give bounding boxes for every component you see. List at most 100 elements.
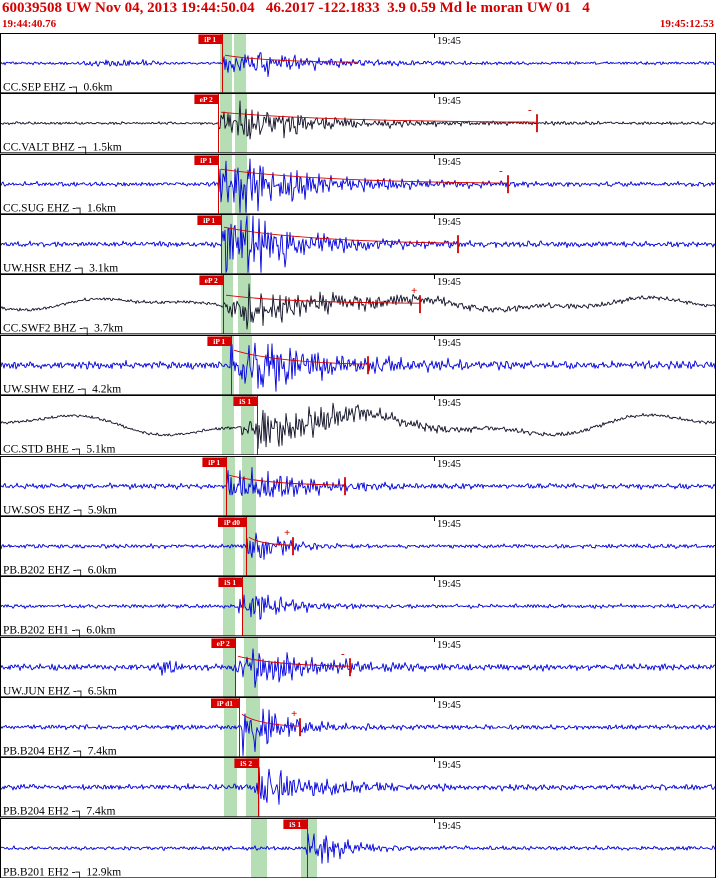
station-label: PB.B201 EH2 -┐ 12.9km	[3, 866, 121, 878]
trace-canvas[interactable]: 19:45 iS 2 PB.B204 EH2 -┐ 7.4km	[0, 757, 716, 818]
coda-sign: +	[291, 708, 297, 720]
pick-label: eP 2	[205, 276, 218, 285]
phase-window-band	[221, 275, 234, 334]
trace-row-cc-std-bhe[interactable]: 19:45 iS 1 CC.STD BHE -┐ 5.1km	[0, 395, 716, 456]
pick-label: iS 1	[239, 397, 251, 406]
station-label: UW.HSR EHZ -┐ 3.1km	[3, 262, 118, 274]
trace-row-pb-b202-eh1[interactable]: 19:45 iS 1 PB.B202 EH1 -┐ 6.0km	[0, 576, 716, 637]
trace-border	[0, 576, 716, 637]
trace-canvas[interactable]: 19:45 iP d1 + PB.B204 EHZ -┐ 7.4km	[0, 696, 716, 758]
coda-sign: -	[341, 648, 345, 660]
coda-decay-line	[233, 349, 369, 365]
pick-flag[interactable]	[194, 94, 219, 105]
station-label: UW.SHW EHZ -┐ 4.2km	[3, 383, 121, 395]
coda-decay-line	[248, 536, 294, 546]
trace-row-uw-shw-ehz[interactable]: 19:45 iP 1 UW.SHW EHZ -┐ 4.2km	[0, 334, 716, 396]
coda-sign: -	[528, 105, 532, 117]
time-label: 19:45	[437, 96, 461, 107]
waveform	[0, 52, 716, 78]
pick-flag[interactable]	[198, 34, 223, 44]
trace-border	[0, 757, 716, 818]
pick-label: eP 2	[217, 639, 230, 648]
window-end-time: 19:45:12.53	[659, 18, 714, 30]
trace-row-uw-jun-ehz[interactable]: 19:45 eP 2 - UW.JUN EHZ -┐ 6.5km	[0, 636, 716, 697]
trace-canvas[interactable]: 19:45 iP 1 UW.SOS EHZ -┐ 5.9km	[0, 455, 716, 516]
station-label: PB.B202 EH1 -┐ 6.0km	[3, 625, 116, 637]
station-label: PB.B204 EHZ -┐ 7.4km	[3, 745, 117, 757]
time-label: 19:45	[437, 579, 461, 590]
trace-border	[0, 696, 716, 758]
trace-canvas[interactable]: 19:45 iP d0 + PB.B202 EHZ -┐ 6.0km	[0, 515, 716, 577]
trace-list: 19:45 iP 1 CC.SEP EHZ -┐ 0.6km 19:45 eP 2 - CC…	[0, 33, 716, 878]
station-label: PB.B202 EHZ -┐ 6.0km	[3, 564, 117, 576]
phase-window-band	[221, 215, 234, 274]
pick-label: iS 1	[224, 578, 236, 587]
pick-flag[interactable]	[218, 517, 247, 527]
trace-border	[0, 274, 716, 335]
time-label: 19:45	[437, 338, 461, 349]
waveform	[0, 708, 716, 756]
waveform	[0, 767, 716, 806]
time-window-bar: 19:44:40.76 19:45:12.53	[0, 17, 716, 31]
time-label: 19:45	[437, 217, 461, 228]
phase-window-band	[222, 396, 235, 455]
trace-border	[0, 515, 716, 577]
pick-flag[interactable]	[233, 396, 258, 407]
pick-flag[interactable]	[211, 698, 240, 708]
pick-flag[interactable]	[218, 577, 243, 588]
trace-canvas[interactable]: 19:45 iS 1 PB.B201 EH2 -┐ 12.9km	[0, 817, 716, 878]
pick-flag[interactable]	[283, 819, 308, 829]
trace-canvas[interactable]: 19:45 iP 1 UW.SHW EHZ -┐ 4.2km	[0, 334, 716, 396]
trace-row-cc-sug-ehz[interactable]: 19:45 iP 1 - CC.SUG EHZ -┐ 1.6km	[0, 153, 716, 215]
time-label: 19:45	[437, 157, 461, 168]
trace-border	[0, 214, 716, 275]
pick-flag[interactable]	[207, 336, 232, 346]
pick-flag[interactable]	[211, 638, 236, 648]
pick-label: eP 2	[200, 95, 213, 104]
pick-flag[interactable]	[197, 215, 222, 226]
trace-row-pb-b201-eh2[interactable]: 19:45 iS 1 PB.B201 EH2 -┐ 12.9km	[0, 817, 716, 878]
phase-window-band	[246, 697, 261, 757]
trace-border	[0, 395, 716, 456]
station-label: PB.B204 EH2 -┐ 7.4km	[3, 806, 116, 818]
trace-canvas[interactable]: 19:45 iS 1 CC.STD BHE -┐ 5.1km	[0, 395, 716, 456]
pick-flag[interactable]	[199, 275, 224, 286]
trace-row-pb-b202-ehz[interactable]: 19:45 iP d0 + PB.B202 EHZ -┐ 6.0km	[0, 515, 716, 577]
trace-row-cc-swf2-bhz[interactable]: 19:45 eP 2 + CC.SWF2 BHZ -┐ 3.7km	[0, 274, 716, 335]
pick-label: iP d0	[224, 518, 240, 527]
trace-canvas[interactable]: 19:45 iP 1 UW.HSR EHZ -┐ 3.1km	[0, 214, 716, 275]
trace-canvas[interactable]: 19:45 iP 1 CC.SEP EHZ -┐ 0.6km	[0, 33, 716, 94]
trace-row-pb-b204-eh2[interactable]: 19:45 iS 2 PB.B204 EH2 -┐ 7.4km	[0, 757, 716, 818]
waveform	[0, 283, 716, 330]
trace-border	[0, 455, 716, 516]
waveform	[0, 648, 716, 688]
coda-decay-line	[224, 54, 359, 63]
trace-canvas[interactable]: 19:45 iS 1 PB.B202 EH1 -┐ 6.0km	[0, 576, 716, 637]
time-label: 19:45	[437, 640, 461, 651]
trace-row-uw-hsr-ehz[interactable]: 19:45 iP 1 UW.HSR EHZ -┐ 3.1km	[0, 214, 716, 275]
trace-row-uw-sos-ehz[interactable]: 19:45 iP 1 UW.SOS EHZ -┐ 5.9km	[0, 455, 716, 516]
waveform	[0, 100, 716, 140]
pick-flag[interactable]	[234, 758, 259, 769]
trace-row-cc-sep-ehz[interactable]: 19:45 iP 1 CC.SEP EHZ -┐ 0.6km	[0, 33, 716, 94]
trace-row-cc-valt-bhz[interactable]: 19:45 eP 2 - CC.VALT BHZ -┐ 1.5km	[0, 93, 716, 154]
trace-canvas[interactable]: 19:45 eP 2 - CC.VALT BHZ -┐ 1.5km	[0, 93, 716, 154]
trace-canvas[interactable]: 19:45 eP 2 + CC.SWF2 BHZ -┐ 3.7km	[0, 274, 716, 335]
trace-row-pb-b204-ehz[interactable]: 19:45 iP d1 + PB.B204 EHZ -┐ 7.4km	[0, 696, 716, 758]
pick-label: iS 2	[240, 759, 252, 768]
coda-decay-line	[225, 295, 421, 305]
pick-flag[interactable]	[194, 155, 219, 165]
trace-canvas[interactable]: 19:45 eP 2 - UW.JUN EHZ -┐ 6.5km	[0, 636, 716, 697]
trace-border	[0, 636, 716, 697]
waveform	[0, 215, 716, 273]
coda-decay-line	[223, 226, 459, 244]
trace-border	[0, 153, 716, 215]
phase-window-band	[301, 818, 318, 877]
trace-canvas[interactable]: 19:45 iP 1 - CC.SUG EHZ -┐ 1.6km	[0, 153, 716, 215]
window-start-time: 19:44:40.76	[2, 18, 57, 30]
phase-window-band	[220, 154, 233, 214]
waveform	[0, 158, 716, 213]
station-label: CC.SUG EHZ -┐ 1.6km	[3, 202, 116, 214]
pick-label: iS 1	[289, 820, 301, 829]
pick-flag[interactable]	[202, 456, 227, 467]
